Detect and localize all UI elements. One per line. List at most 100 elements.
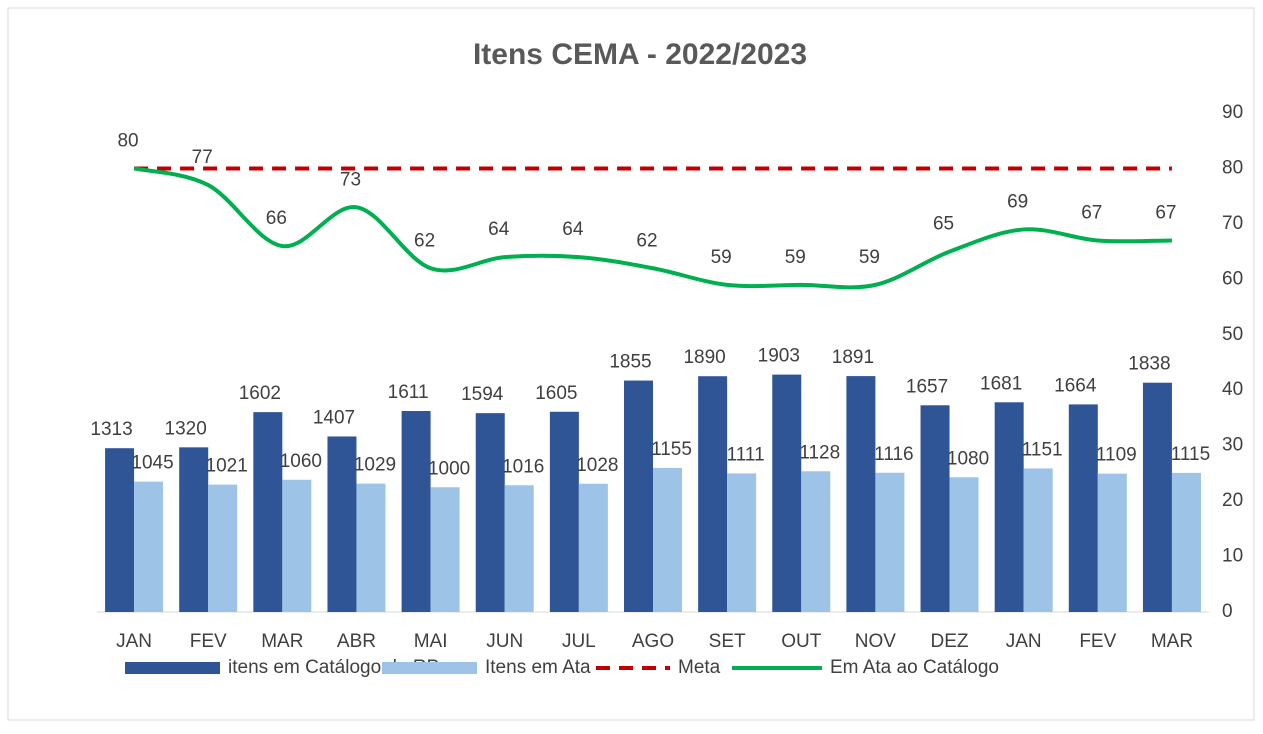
data-label: 1116 bbox=[874, 444, 913, 465]
bar bbox=[801, 471, 831, 612]
bar bbox=[846, 376, 876, 612]
y2-tick-label: 0 bbox=[1222, 601, 1233, 622]
bar bbox=[1142, 382, 1172, 612]
data-label: 1060 bbox=[280, 451, 322, 472]
x-tick-label: JAN bbox=[1006, 631, 1042, 652]
data-label: 1664 bbox=[1054, 375, 1097, 396]
data-label: 1028 bbox=[576, 455, 618, 476]
data-label: 62 bbox=[636, 230, 657, 251]
bar bbox=[105, 448, 135, 612]
bar bbox=[624, 380, 653, 612]
data-label: 1594 bbox=[461, 384, 504, 405]
bar bbox=[1023, 468, 1053, 612]
data-label: 64 bbox=[488, 219, 510, 240]
data-label: 1000 bbox=[428, 458, 470, 479]
bar bbox=[401, 411, 431, 612]
x-tick-label: AGO bbox=[632, 631, 674, 652]
bar bbox=[327, 436, 357, 612]
data-label: 1602 bbox=[239, 383, 281, 404]
x-tick-label: ABR bbox=[337, 631, 376, 652]
x-tick-label: MAI bbox=[414, 631, 448, 652]
data-label: 1611 bbox=[388, 382, 429, 403]
legend-swatch bbox=[125, 662, 220, 674]
bar bbox=[772, 374, 802, 612]
data-label: 1855 bbox=[609, 352, 651, 373]
x-tick-label: MAR bbox=[1151, 631, 1193, 652]
data-label: 59 bbox=[785, 247, 806, 268]
y2-tick-label: 90 bbox=[1222, 102, 1243, 123]
bar bbox=[208, 484, 238, 612]
data-label: 1045 bbox=[131, 453, 173, 474]
data-label: 1320 bbox=[165, 418, 207, 439]
data-label: 1029 bbox=[354, 455, 396, 476]
bar bbox=[994, 402, 1024, 612]
bar bbox=[653, 467, 682, 612]
bar bbox=[875, 472, 905, 612]
data-label: 1681 bbox=[980, 373, 1022, 394]
data-label: 1657 bbox=[906, 376, 948, 397]
bar bbox=[134, 481, 164, 612]
y2-tick-label: 60 bbox=[1222, 268, 1243, 289]
x-tick-label: FEV bbox=[1079, 631, 1116, 652]
bar bbox=[698, 376, 728, 612]
data-label: 59 bbox=[859, 247, 880, 268]
y2-tick-label: 30 bbox=[1222, 435, 1243, 456]
data-label: 64 bbox=[562, 219, 584, 240]
x-tick-label: DEZ bbox=[931, 631, 969, 652]
bar bbox=[549, 411, 579, 612]
y2-tick-label: 50 bbox=[1222, 324, 1243, 345]
legend-label: Itens em Ata bbox=[485, 657, 591, 678]
data-label: 66 bbox=[266, 208, 287, 229]
legend-label: Em Ata ao Catálogo bbox=[830, 657, 999, 678]
y2-tick-label: 20 bbox=[1222, 490, 1243, 511]
legend-label: Meta bbox=[678, 657, 721, 678]
bar bbox=[727, 473, 757, 612]
data-label: 1155 bbox=[651, 439, 692, 460]
data-label: 73 bbox=[340, 169, 361, 190]
bar bbox=[475, 413, 505, 612]
data-label: 1891 bbox=[832, 347, 874, 368]
x-tick-label: OUT bbox=[781, 631, 822, 652]
data-label: 65 bbox=[933, 214, 954, 235]
data-label: 1151 bbox=[1022, 439, 1063, 460]
data-label: 1016 bbox=[502, 456, 544, 477]
data-label: 1115 bbox=[1171, 444, 1210, 465]
x-tick-label: SET bbox=[709, 631, 746, 652]
y2-tick-label: 10 bbox=[1222, 546, 1243, 567]
data-label: 1605 bbox=[535, 383, 577, 404]
data-label: 1313 bbox=[90, 419, 132, 440]
bar bbox=[253, 412, 283, 612]
bar bbox=[282, 479, 312, 612]
data-label: 1109 bbox=[1096, 445, 1137, 466]
x-tick-label: JUN bbox=[486, 631, 523, 652]
y2-tick-label: 40 bbox=[1222, 379, 1243, 400]
data-label: 1890 bbox=[683, 347, 725, 368]
data-label: 1407 bbox=[313, 407, 355, 428]
data-label: 1838 bbox=[1128, 354, 1170, 375]
data-label: 77 bbox=[192, 147, 213, 168]
y2-tick-label: 70 bbox=[1222, 213, 1243, 234]
data-label: 69 bbox=[1007, 191, 1028, 212]
bar bbox=[1068, 404, 1098, 612]
bar bbox=[949, 477, 979, 612]
data-label: 67 bbox=[1081, 203, 1102, 224]
data-label: 1903 bbox=[758, 346, 800, 367]
data-label: 59 bbox=[711, 247, 732, 268]
data-label: 62 bbox=[414, 230, 435, 251]
bar bbox=[504, 485, 534, 612]
chart-title: Itens CEMA - 2022/2023 bbox=[473, 38, 807, 71]
data-label: 80 bbox=[117, 130, 138, 151]
bar bbox=[1171, 472, 1201, 612]
legend-swatch bbox=[382, 662, 477, 674]
bar bbox=[578, 483, 608, 612]
data-label: 1021 bbox=[206, 456, 248, 477]
data-label: 67 bbox=[1155, 203, 1176, 224]
bar bbox=[179, 447, 209, 612]
x-tick-label: FEV bbox=[190, 631, 227, 652]
bar bbox=[1097, 473, 1127, 612]
x-tick-label: JUL bbox=[562, 631, 596, 652]
data-label: 1128 bbox=[799, 442, 840, 463]
y2-tick-label: 80 bbox=[1222, 157, 1243, 178]
line-series bbox=[133, 166, 1172, 290]
